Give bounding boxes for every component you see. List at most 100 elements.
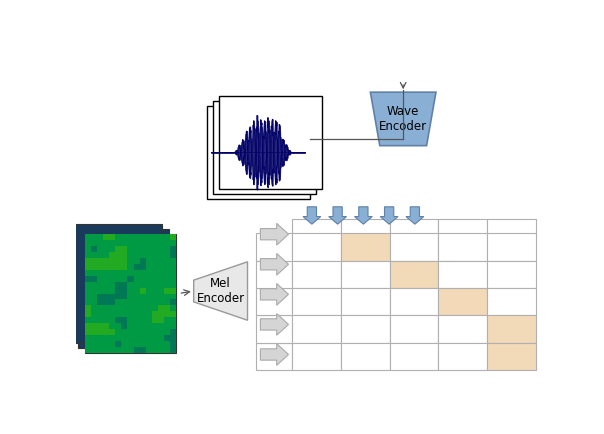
Bar [127,335,133,341]
Bar [85,341,91,347]
Bar [158,252,164,258]
Bar [170,335,176,341]
Bar [140,306,146,311]
Bar [91,258,97,264]
Bar [439,316,487,343]
Bar [152,335,158,341]
Bar [146,264,152,270]
Bar [97,270,103,276]
Bar [170,234,176,240]
Bar [158,276,164,282]
Bar [103,246,109,252]
Bar [97,264,103,270]
Bar [170,270,176,276]
Bar [140,234,146,240]
Polygon shape [260,314,289,335]
Bar [146,252,152,258]
Bar [158,270,164,276]
Bar [487,343,536,370]
Bar [103,306,109,311]
Bar [91,323,97,329]
Bar [439,233,487,260]
Bar [109,329,115,335]
Bar [341,260,390,288]
Bar [133,288,140,293]
Bar [121,347,127,353]
Bar [78,229,169,348]
Bar [115,270,121,276]
Bar [115,258,121,264]
Bar [158,341,164,347]
Bar [103,335,109,341]
Bar [91,246,97,252]
Bar [292,260,341,288]
Bar [85,282,91,288]
Bar [158,264,164,270]
Bar [133,341,140,347]
Bar [121,276,127,282]
Bar [91,341,97,347]
Bar [91,288,97,293]
Text: Wave
Encoder: Wave Encoder [379,105,427,133]
Bar [164,282,170,288]
Bar [146,311,152,317]
Bar [152,240,158,246]
Bar [164,276,170,282]
Bar [85,270,91,276]
Bar [115,282,121,288]
Bar [146,293,152,299]
Bar [158,306,164,311]
Bar [97,240,103,246]
Bar [152,258,158,264]
Bar [85,306,91,311]
Bar [91,276,97,282]
Bar [164,258,170,264]
Bar [121,299,127,306]
Bar [109,335,115,341]
Bar [127,246,133,252]
Bar [133,258,140,264]
Bar [133,306,140,311]
Bar [109,234,115,240]
Bar [140,317,146,323]
Bar [115,329,121,335]
Bar [115,311,121,317]
Bar [121,258,127,264]
Bar [133,234,140,240]
Bar [109,270,115,276]
Bar [439,343,487,370]
Polygon shape [355,207,372,224]
Bar [255,233,292,260]
Bar [85,264,91,270]
Bar [127,293,133,299]
Bar [91,293,97,299]
Bar [152,311,158,317]
Bar [140,293,146,299]
Bar [127,306,133,311]
Bar [127,240,133,246]
Bar [103,347,109,353]
Bar [152,288,158,293]
Bar [140,347,146,353]
Polygon shape [194,262,248,320]
Bar [91,347,97,353]
Bar [390,219,439,237]
Bar [133,311,140,317]
Bar [140,323,146,329]
Bar [121,311,127,317]
Bar [127,323,133,329]
Bar [146,270,152,276]
Bar [115,299,121,306]
Bar [85,246,91,252]
Bar [121,317,127,323]
Bar [91,240,97,246]
Bar [170,252,176,258]
Bar [103,293,109,299]
Bar [91,270,97,276]
Bar [97,293,103,299]
Bar [140,246,146,252]
Text: Mel
Encoder: Mel Encoder [196,277,245,305]
Bar [390,288,439,316]
Bar [164,293,170,299]
Bar [164,288,170,293]
